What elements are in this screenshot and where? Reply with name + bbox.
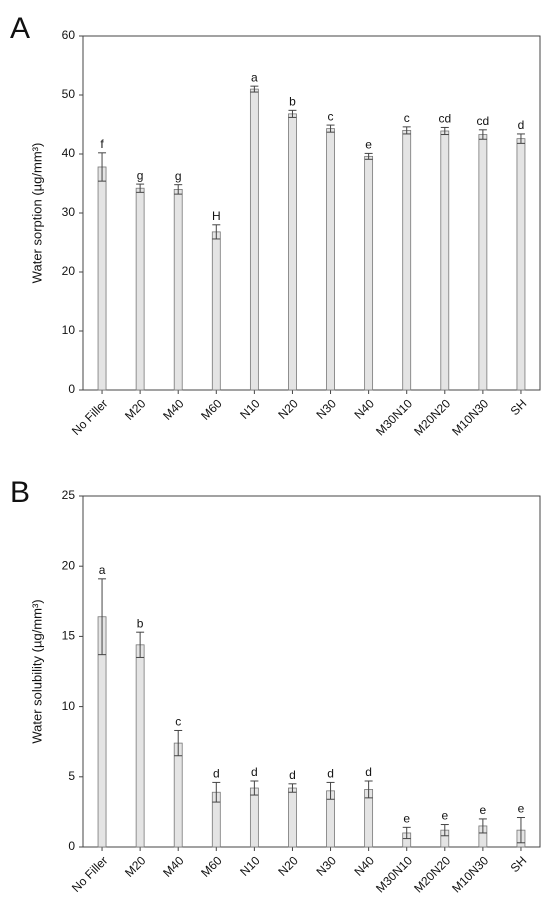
x-tick-label: SH bbox=[508, 396, 530, 418]
x-tick-label: M30N10 bbox=[373, 396, 415, 438]
y-tick-label: 15 bbox=[62, 629, 76, 643]
bar bbox=[173, 742, 183, 848]
x-tick-label: N10 bbox=[237, 853, 263, 879]
significance-letter: d bbox=[327, 767, 334, 781]
significance-letter: d bbox=[518, 118, 525, 132]
bar bbox=[249, 787, 259, 848]
bar bbox=[516, 138, 526, 391]
significance-letter: a bbox=[99, 563, 106, 577]
y-axis-label: Water solubility (µg/mm³) bbox=[29, 599, 44, 743]
bar bbox=[326, 128, 335, 391]
bar bbox=[402, 129, 412, 391]
x-tick-label: M30N10 bbox=[373, 853, 415, 895]
y-tick-label: 40 bbox=[62, 146, 76, 160]
y-tick-label: 0 bbox=[68, 382, 75, 396]
significance-letter: b bbox=[289, 95, 296, 109]
significance-letter: d bbox=[365, 765, 372, 779]
significance-letter: c bbox=[328, 109, 334, 123]
significance-letter: c bbox=[175, 715, 181, 729]
x-tick-label: N40 bbox=[352, 396, 378, 422]
y-tick-label: 20 bbox=[62, 264, 76, 278]
bar bbox=[440, 130, 450, 391]
x-tick-label: M10N30 bbox=[449, 396, 491, 438]
panel-label: B bbox=[10, 476, 30, 509]
x-tick-label: M20 bbox=[122, 853, 149, 880]
significance-letter: e bbox=[365, 138, 372, 152]
x-tick-label: M20N20 bbox=[411, 853, 453, 895]
significance-letter: b bbox=[137, 616, 144, 630]
x-tick-label: M20N20 bbox=[411, 396, 453, 438]
bar bbox=[135, 644, 145, 848]
y-tick-label: 20 bbox=[62, 558, 76, 572]
x-tick-label: M40 bbox=[160, 853, 187, 880]
x-tick-label: N40 bbox=[352, 853, 378, 879]
significance-letter: d bbox=[289, 768, 296, 782]
y-tick-label: 10 bbox=[62, 323, 76, 337]
significance-letter: a bbox=[251, 70, 258, 84]
significance-letter: cd bbox=[438, 112, 451, 126]
y-tick-label: 10 bbox=[62, 699, 76, 713]
x-tick-label: M20 bbox=[122, 396, 149, 423]
x-tick-label: M40 bbox=[160, 396, 187, 423]
x-tick-label: SH bbox=[508, 853, 530, 875]
x-tick-label: N20 bbox=[275, 853, 301, 879]
bar bbox=[211, 231, 221, 391]
panel-label: A bbox=[10, 12, 30, 45]
y-tick-label: 5 bbox=[68, 769, 75, 783]
y-tick-label: 30 bbox=[62, 205, 76, 219]
y-tick-label: 50 bbox=[62, 87, 76, 101]
significance-letter: d bbox=[213, 767, 220, 781]
bar bbox=[249, 88, 259, 391]
y-tick-label: 25 bbox=[62, 488, 76, 502]
x-tick-label: M10N30 bbox=[449, 853, 491, 895]
significance-letter: g bbox=[175, 169, 182, 183]
y-tick-label: 60 bbox=[62, 28, 76, 42]
plot-frame bbox=[82, 35, 541, 391]
significance-letter: H bbox=[212, 209, 221, 223]
x-tick-label: N10 bbox=[237, 396, 263, 422]
bar bbox=[288, 113, 297, 391]
significance-letter: e bbox=[403, 812, 410, 826]
x-tick-label: N30 bbox=[313, 396, 339, 422]
significance-letter: d bbox=[251, 765, 258, 779]
significance-letter: e bbox=[480, 803, 487, 817]
bar bbox=[364, 155, 374, 391]
bar bbox=[97, 166, 107, 391]
x-tick-label: No Filler bbox=[69, 396, 110, 437]
bar bbox=[135, 187, 145, 391]
significance-letter: g bbox=[137, 168, 144, 182]
bar bbox=[173, 188, 183, 391]
x-tick-label: N20 bbox=[275, 396, 301, 422]
significance-letter: cd bbox=[477, 114, 490, 128]
plot-frame bbox=[82, 495, 541, 848]
significance-letter: c bbox=[404, 111, 410, 125]
significance-letter: f bbox=[100, 137, 104, 151]
y-tick-label: 0 bbox=[68, 839, 75, 853]
y-axis-label: Water sorption (µg/mm³) bbox=[29, 143, 44, 284]
x-tick-label: N30 bbox=[313, 853, 339, 879]
significance-letter: e bbox=[441, 809, 448, 823]
significance-letter: e bbox=[518, 802, 525, 816]
x-tick-label: M60 bbox=[198, 396, 225, 423]
x-tick-label: No Filler bbox=[69, 853, 110, 894]
bar bbox=[478, 134, 488, 391]
bar bbox=[288, 787, 297, 848]
x-tick-label: M60 bbox=[198, 853, 225, 880]
